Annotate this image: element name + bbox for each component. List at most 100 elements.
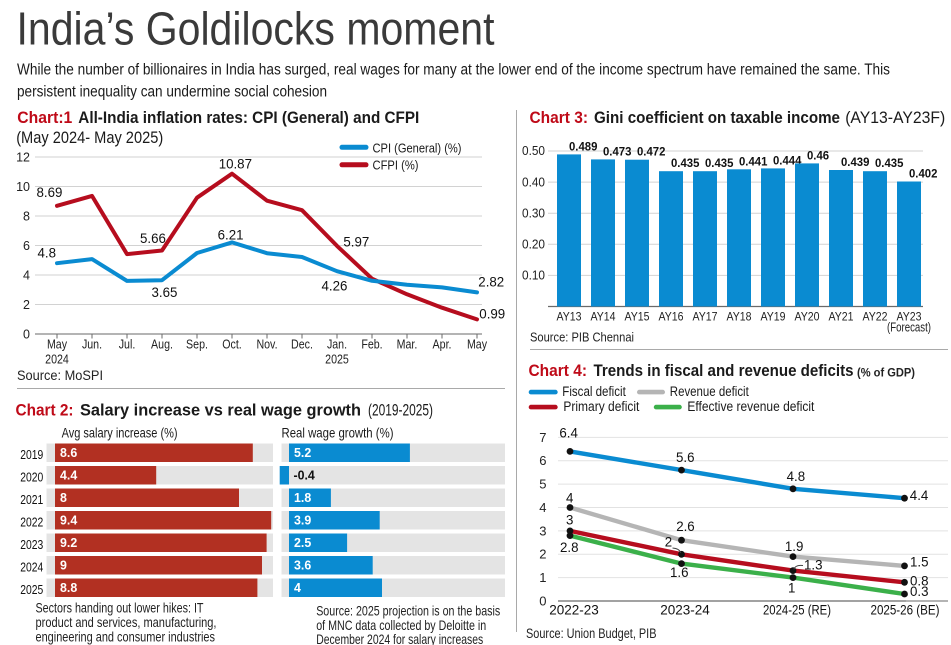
svg-text:-0.4: -0.4 — [294, 467, 316, 482]
svg-text:0.50: 0.50 — [522, 144, 545, 158]
svg-text:6: 6 — [23, 239, 30, 253]
svg-text:AY15: AY15 — [625, 310, 650, 324]
svg-text:3: 3 — [566, 512, 574, 528]
svg-text:0.8: 0.8 — [910, 573, 929, 589]
svg-text:2: 2 — [539, 547, 546, 562]
svg-text:AY23: AY23 — [897, 310, 922, 324]
svg-text:1: 1 — [539, 570, 546, 585]
svg-text:2021: 2021 — [20, 493, 43, 507]
svg-text:Source: 2025 projection is on: Source: 2025 projection is on the basis — [316, 602, 500, 618]
svg-text:2024: 2024 — [20, 561, 43, 575]
svg-text:10: 10 — [16, 180, 30, 194]
svg-text:3.6: 3.6 — [294, 557, 311, 572]
svg-text:0.46: 0.46 — [807, 148, 829, 162]
svg-text:4: 4 — [539, 500, 546, 515]
svg-text:8.6: 8.6 — [60, 445, 77, 460]
svg-text:2.82: 2.82 — [478, 274, 504, 290]
svg-text:Chart 3:: Chart 3: — [530, 109, 589, 127]
svg-text:4.4: 4.4 — [910, 487, 929, 503]
svg-text:2025-26 (BE): 2025-26 (BE) — [871, 603, 940, 618]
svg-text:0.10: 0.10 — [522, 269, 545, 283]
svg-text:All-India inflation rates: CPI: All-India inflation rates: CPI (General)… — [78, 109, 419, 127]
svg-text:Chart 2:: Chart 2: — [16, 402, 74, 420]
svg-text:4: 4 — [23, 268, 30, 282]
svg-text:2025: 2025 — [20, 583, 43, 597]
svg-text:Mar.: Mar. — [397, 337, 418, 352]
svg-text:1.9: 1.9 — [785, 538, 804, 554]
svg-text:Chart:1: Chart:1 — [17, 109, 72, 127]
svg-text:Effective revenue deficit: Effective revenue deficit — [687, 399, 814, 414]
svg-text:4.4: 4.4 — [60, 467, 78, 482]
svg-text:5.66: 5.66 — [140, 230, 166, 246]
svg-text:12: 12 — [16, 150, 30, 164]
svg-text:0.435: 0.435 — [705, 156, 734, 170]
svg-text:December 2024 for salary incre: December 2024 for salary increases — [316, 631, 483, 645]
svg-text:CFPI (%): CFPI (%) — [373, 158, 419, 173]
svg-text:3.65: 3.65 — [152, 284, 178, 300]
svg-text:8.69: 8.69 — [37, 184, 63, 200]
svg-text:Primary deficit: Primary deficit — [563, 399, 639, 414]
svg-text:2023-24: 2023-24 — [660, 603, 710, 618]
svg-text:8: 8 — [23, 209, 30, 223]
svg-text:0.99: 0.99 — [479, 305, 505, 321]
svg-text:1: 1 — [788, 580, 796, 596]
svg-text:Salary increase vs real wage g: Salary increase vs real wage growth — [80, 402, 361, 420]
svg-text:Source: Union Budget, PIB: Source: Union Budget, PIB — [526, 626, 657, 641]
svg-text:0.402: 0.402 — [909, 167, 938, 181]
svg-text:Jan.: Jan. — [327, 337, 347, 352]
svg-text:While the number of billionair: While the number of billionaires in Indi… — [17, 62, 890, 79]
svg-text:6: 6 — [539, 453, 546, 468]
svg-text:Feb.: Feb. — [361, 337, 382, 352]
svg-text:0.40: 0.40 — [522, 175, 545, 189]
svg-text:Real wage growth (%): Real wage growth (%) — [282, 425, 394, 441]
svg-text:2023: 2023 — [20, 538, 43, 552]
svg-text:Source: MoSPI: Source: MoSPI — [17, 368, 103, 383]
svg-text:0: 0 — [539, 593, 546, 608]
svg-text:2020: 2020 — [20, 471, 43, 485]
svg-text:0.435: 0.435 — [875, 156, 904, 170]
svg-text:2025: 2025 — [325, 352, 349, 367]
svg-text:7: 7 — [539, 430, 546, 445]
svg-text:AY20: AY20 — [795, 310, 820, 324]
svg-text:1.3: 1.3 — [804, 556, 823, 572]
svg-text:5: 5 — [539, 477, 546, 492]
svg-text:Aug.: Aug. — [151, 337, 173, 352]
svg-text:(Forecast): (Forecast) — [887, 321, 931, 335]
svg-text:9.4: 9.4 — [60, 512, 78, 527]
svg-text:Source: PIB Chennai: Source: PIB Chennai — [530, 330, 634, 345]
svg-text:Dec.: Dec. — [291, 337, 313, 352]
svg-text:4.26: 4.26 — [322, 277, 348, 293]
svg-text:Gini coefficient on taxable in: Gini coefficient on taxable income — [594, 109, 840, 127]
svg-text:India’s Goldilocks moment: India’s Goldilocks moment — [17, 3, 495, 55]
svg-text:Sectors handing out lower hike: Sectors handing out lower hikes: IT — [36, 600, 204, 616]
svg-text:10.87: 10.87 — [219, 155, 252, 171]
svg-text:8: 8 — [60, 490, 67, 505]
svg-text:engineering and consumer indus: engineering and consumer industries — [36, 628, 216, 644]
svg-text:2.6: 2.6 — [676, 518, 695, 534]
svg-text:Jun.: Jun. — [82, 337, 102, 352]
svg-text:AY18: AY18 — [727, 310, 752, 324]
svg-text:AY13: AY13 — [557, 310, 582, 324]
svg-text:Jul.: Jul. — [119, 337, 136, 352]
svg-text:0.30: 0.30 — [522, 206, 545, 220]
svg-text:5.2: 5.2 — [294, 445, 311, 460]
svg-text:product and services, manufact: product and services, manufacturing, — [36, 614, 217, 630]
svg-text:2019: 2019 — [20, 448, 43, 462]
svg-text:(May 2024- May 2025): (May 2024- May 2025) — [16, 129, 163, 147]
svg-text:6.21: 6.21 — [218, 227, 244, 243]
svg-text:0.439: 0.439 — [841, 155, 870, 169]
svg-text:Revenue deficit: Revenue deficit — [670, 384, 749, 399]
svg-text:0.441: 0.441 — [739, 154, 768, 168]
svg-text:Oct.: Oct. — [222, 337, 242, 352]
svg-text:2: 2 — [665, 533, 673, 549]
svg-text:(AY13-AY23F): (AY13-AY23F) — [845, 109, 945, 127]
svg-text:2: 2 — [23, 298, 30, 312]
svg-text:9.2: 9.2 — [60, 535, 77, 550]
svg-text:0.473: 0.473 — [603, 144, 632, 158]
svg-text:2024-25 (RE): 2024-25 (RE) — [763, 603, 831, 618]
svg-text:3: 3 — [539, 523, 546, 538]
svg-text:May: May — [47, 337, 68, 352]
svg-text:persistent inequality can unde: persistent inequality can undermine soci… — [17, 84, 327, 101]
svg-text:0.489: 0.489 — [569, 139, 598, 153]
svg-text:AY19: AY19 — [761, 310, 786, 324]
